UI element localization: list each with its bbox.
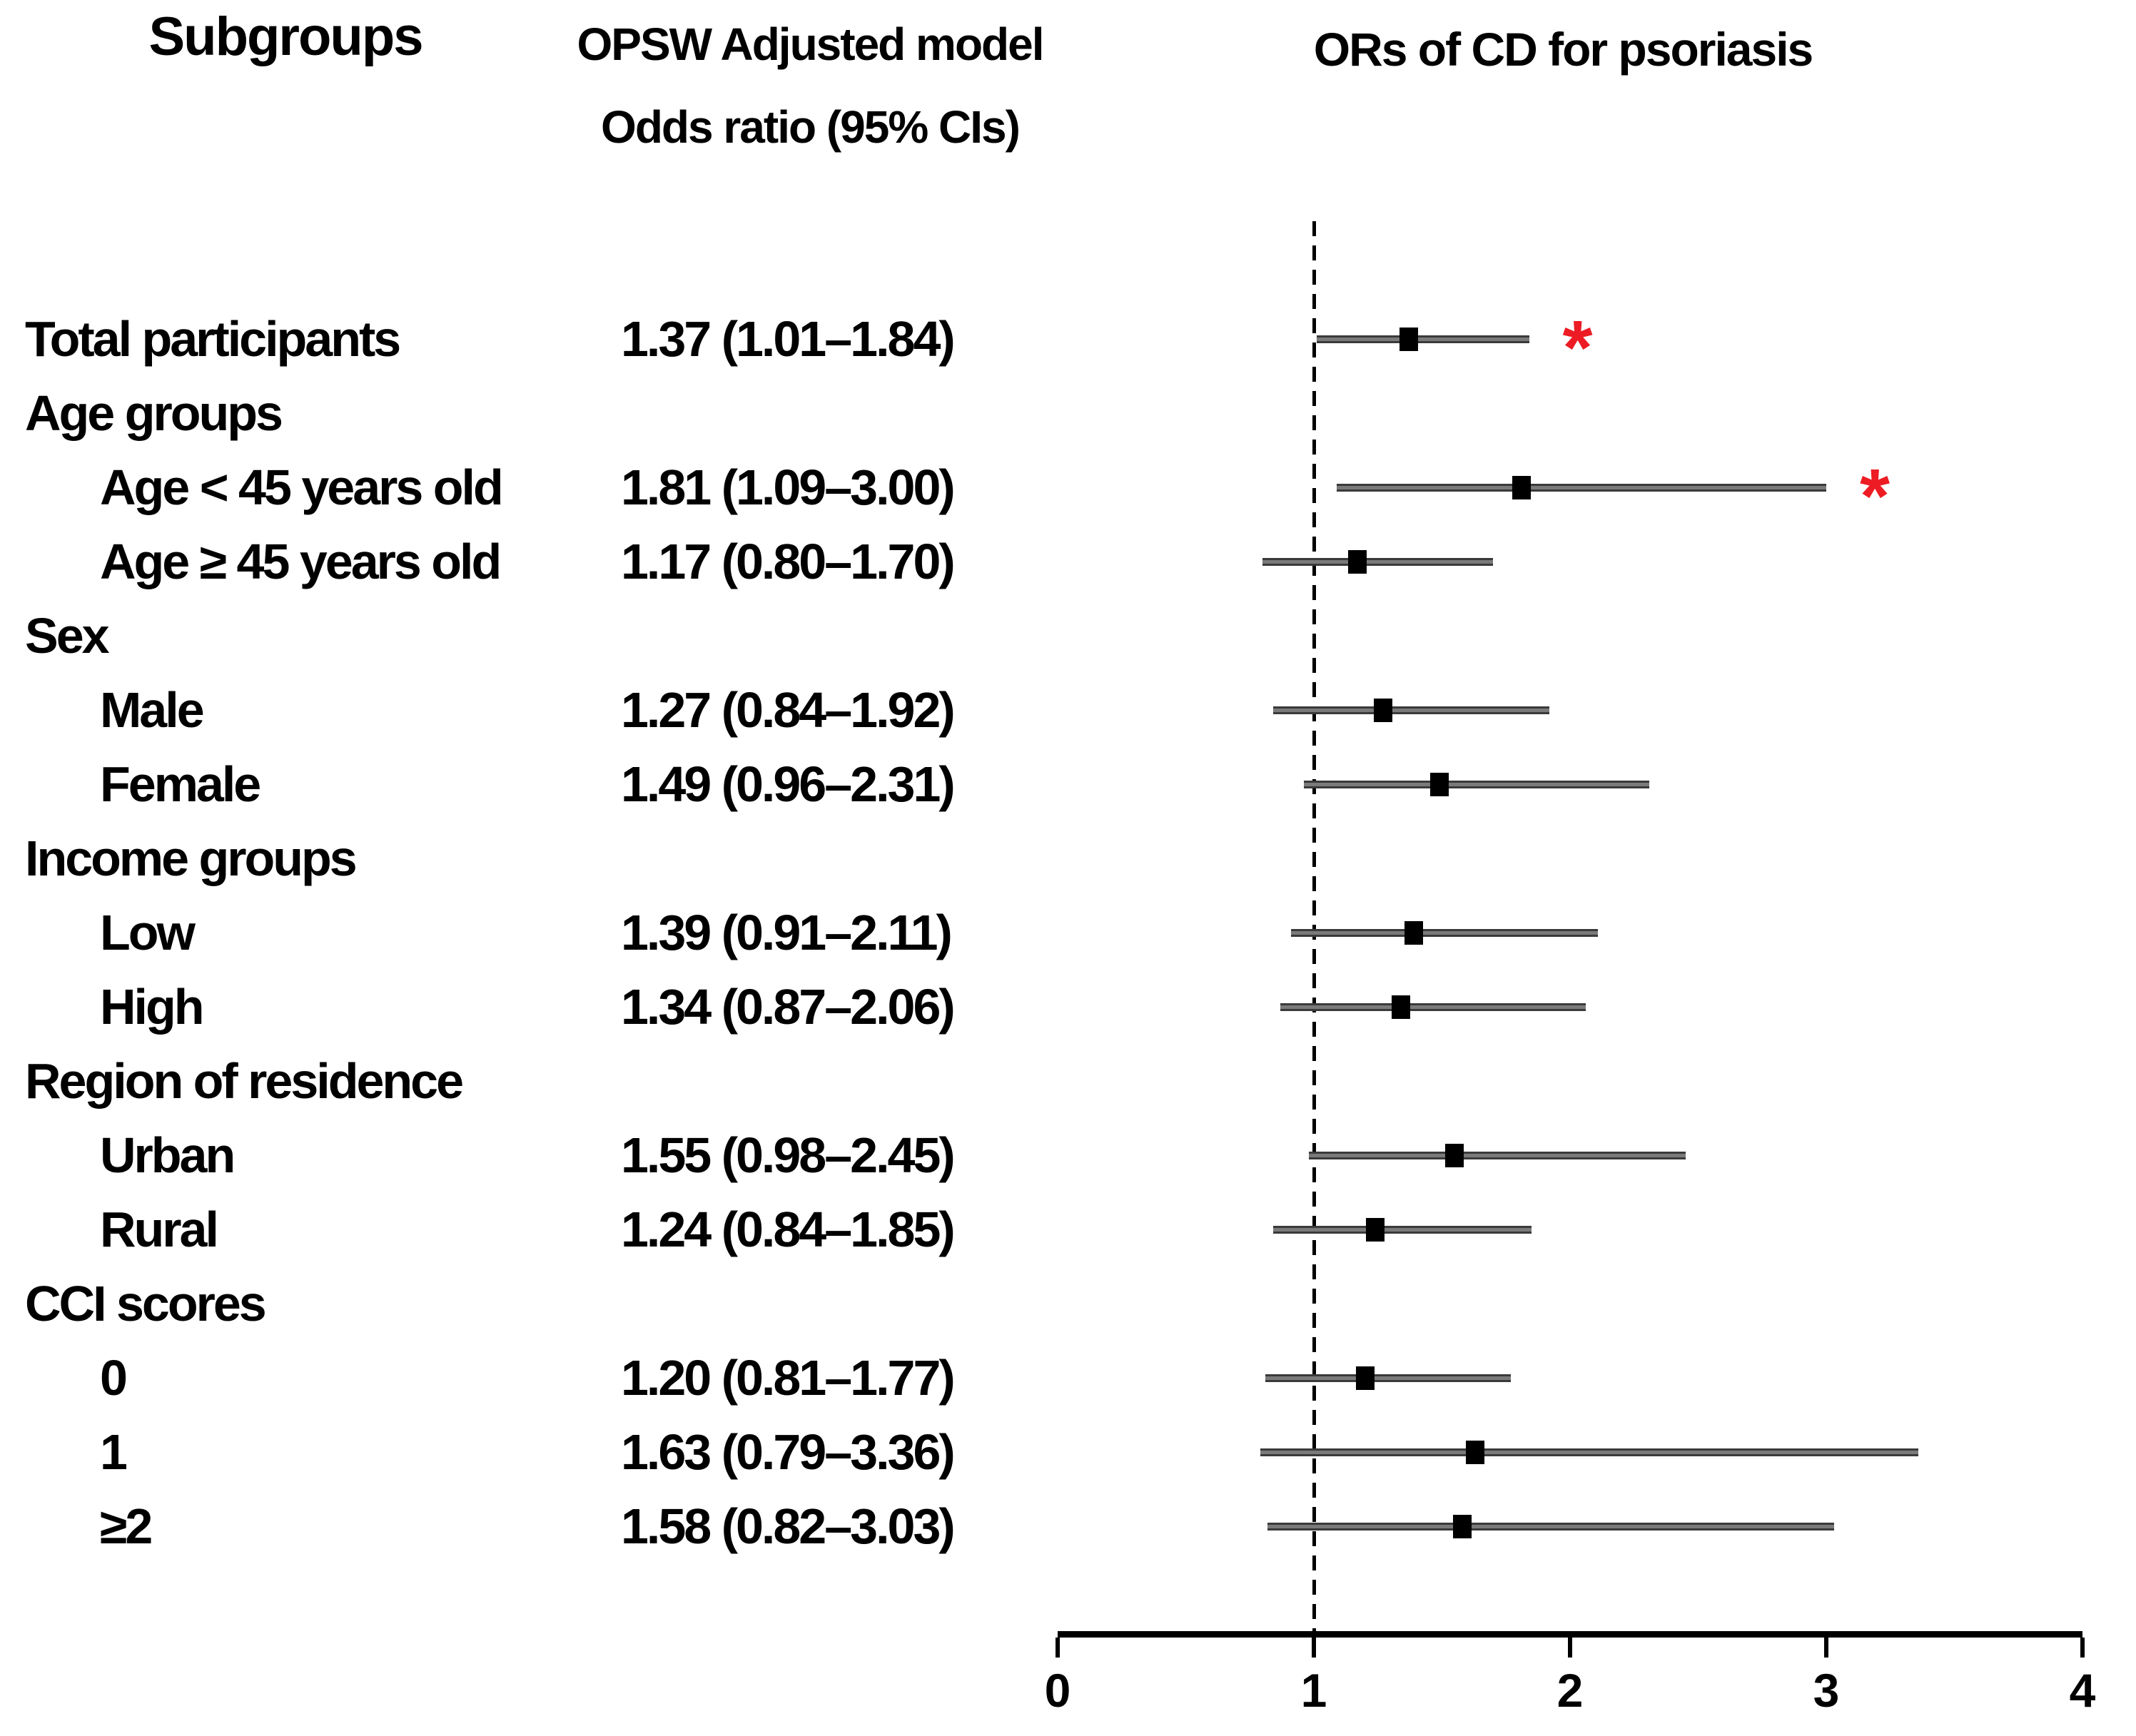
ci-line — [1265, 1374, 1512, 1382]
or-point-marker — [1445, 1143, 1464, 1167]
x-axis-tick-label: 3 — [1813, 1664, 1840, 1717]
ci-line — [1290, 928, 1599, 937]
ci-line — [1272, 1225, 1532, 1234]
or-point-marker — [1453, 1514, 1472, 1538]
row-label: High — [100, 979, 205, 1035]
row-or-ci-value: 1.27 (0.84–1.92) — [621, 682, 956, 738]
row-or-ci-value: 1.81 (1.09–3.00) — [621, 460, 956, 515]
or-point-marker — [1404, 920, 1423, 945]
row-or-ci-value: 1.58 (0.82–3.03) — [621, 1498, 956, 1554]
ci-line — [1272, 706, 1550, 714]
row-label: 1 — [100, 1424, 128, 1480]
row-or-ci-value: 1.24 (0.84–1.85) — [621, 1202, 956, 1257]
row-label: ≥2 — [100, 1498, 153, 1554]
or-point-marker — [1392, 995, 1411, 1019]
x-axis-tick — [1824, 1638, 1828, 1658]
significance-asterisk: * — [1562, 304, 1593, 390]
row-label: Low — [100, 905, 196, 960]
significance-asterisk: * — [1859, 452, 1890, 539]
x-axis-tick-label: 1 — [1300, 1664, 1327, 1717]
row-label: Male — [100, 682, 205, 738]
row-or-ci-value: 1.17 (0.80–1.70) — [621, 534, 956, 589]
ci-line — [1316, 335, 1529, 343]
x-axis-tick — [1312, 1638, 1316, 1658]
ci-line — [1303, 780, 1650, 788]
subgroups-column-header: Subgroups — [148, 6, 423, 67]
or-point-marker — [1429, 772, 1449, 796]
row-label: Urban — [100, 1127, 236, 1183]
ci-line — [1280, 1002, 1586, 1011]
group-header-label: Age groups — [25, 385, 283, 441]
reference-line-or-1 — [1312, 221, 1316, 1634]
row-label: Female — [100, 756, 261, 812]
row-or-ci-value: 1.55 (0.98–2.45) — [621, 1127, 956, 1183]
row-or-ci-value: 1.39 (0.91–2.11) — [621, 905, 953, 960]
row-label: Total participants — [25, 311, 401, 367]
x-axis — [1058, 1630, 2082, 1638]
plot-title: ORs of CD for psoriasis — [1313, 23, 1813, 76]
or-point-marker — [1466, 1440, 1485, 1464]
row-or-ci-value: 1.34 (0.87–2.06) — [621, 979, 956, 1035]
row-or-ci-value: 1.20 (0.81–1.77) — [621, 1350, 956, 1406]
ci-line — [1260, 1448, 1919, 1456]
or-point-marker — [1373, 698, 1392, 722]
row-label: Age ≥ 45 years old — [100, 534, 502, 589]
ci-line — [1262, 557, 1494, 566]
x-axis-tick — [2080, 1638, 2085, 1658]
group-header-label: Income groups — [25, 831, 358, 886]
row-label: Age < 45 years old — [100, 460, 504, 515]
group-header-label: Sex — [25, 608, 110, 664]
model-column-header-line2: Odds ratio (95% CIs) — [601, 101, 1021, 153]
x-axis-tick-label: 0 — [1044, 1664, 1071, 1717]
x-axis-tick — [1568, 1638, 1572, 1658]
row-label: Rural — [100, 1202, 219, 1257]
group-header-label: CCI scores — [25, 1276, 267, 1331]
or-point-marker — [1512, 475, 1531, 499]
row-or-ci-value: 1.49 (0.96–2.31) — [621, 756, 956, 812]
ci-line — [1267, 1522, 1834, 1531]
or-point-marker — [1348, 549, 1367, 574]
row-label: 0 — [100, 1350, 128, 1406]
or-point-marker — [1366, 1217, 1385, 1242]
row-or-ci-value: 1.37 (1.01–1.84) — [621, 311, 956, 367]
x-axis-tick-label: 2 — [1557, 1664, 1584, 1717]
model-column-header-line1: OPSW Adjusted model — [577, 19, 1045, 70]
x-axis-tick-label: 4 — [2069, 1664, 2096, 1717]
or-point-marker — [1399, 327, 1418, 351]
ci-line — [1337, 483, 1826, 492]
group-header-label: Region of residence — [25, 1053, 464, 1109]
ci-line — [1308, 1151, 1686, 1159]
or-point-marker — [1355, 1366, 1375, 1390]
row-or-ci-value: 1.63 (0.79–3.36) — [621, 1424, 956, 1480]
x-axis-tick — [1056, 1638, 1060, 1658]
